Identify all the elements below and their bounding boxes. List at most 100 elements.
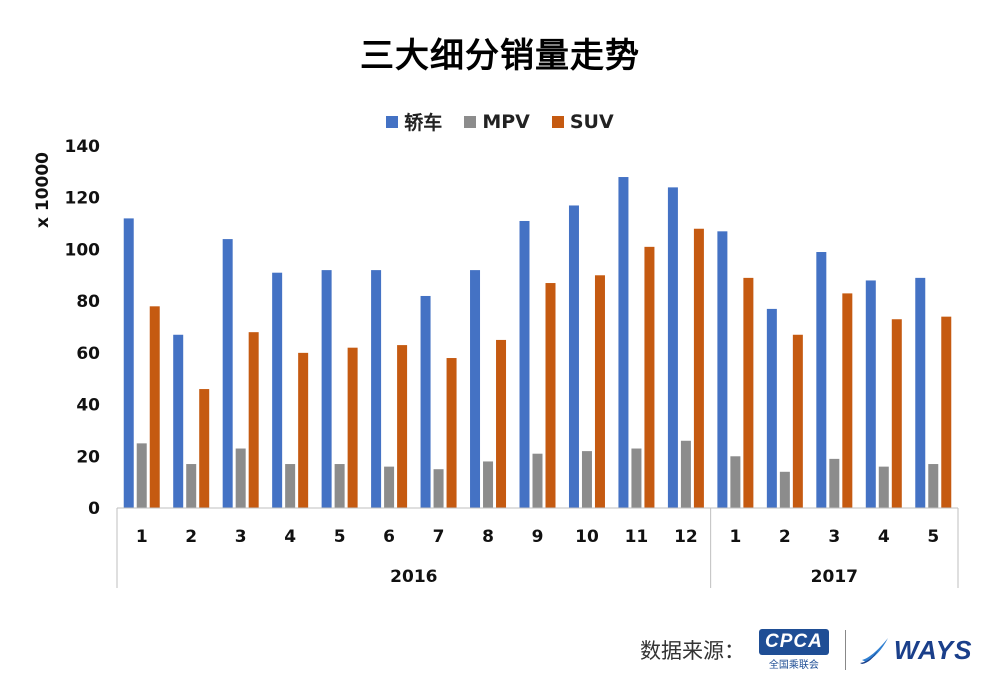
x-tick-label: 6 xyxy=(383,527,395,547)
bar-mpv xyxy=(433,469,444,508)
x-tick-label: 5 xyxy=(334,527,346,547)
bar-mpv xyxy=(136,443,147,508)
bar-sedan xyxy=(865,280,876,508)
x-tick-label: 2 xyxy=(779,527,791,547)
bar-mpv xyxy=(581,451,592,508)
bar-suv xyxy=(199,389,210,508)
x-tick-label: 1 xyxy=(136,527,148,547)
y-axis-label: x 10000 xyxy=(33,152,53,228)
cpca-logo-subtitle: 全国乘联会 xyxy=(768,660,819,671)
x-tick-label: 8 xyxy=(482,527,494,547)
bar-suv xyxy=(891,319,902,508)
bar-suv xyxy=(792,334,803,508)
y-tick-label: 80 xyxy=(76,292,100,312)
bar-mpv xyxy=(928,464,939,508)
bar-sedan xyxy=(420,295,431,508)
y-tick-label: 100 xyxy=(65,240,101,260)
y-tick-label: 40 xyxy=(76,396,100,416)
bar-sedan xyxy=(519,220,530,508)
y-tick-label: 60 xyxy=(76,344,100,364)
bar-mpv xyxy=(532,453,543,508)
source-label: 数据来源： xyxy=(640,639,745,663)
x-group-label: 2017 xyxy=(811,567,858,587)
cpca-logo-mark: CPCA xyxy=(759,629,829,655)
bar-sedan xyxy=(717,231,728,509)
chart-legend: 轿车 MPV SUV xyxy=(0,108,1000,135)
bar-suv xyxy=(594,275,605,508)
bar-sedan xyxy=(915,277,926,508)
x-tick-label: 10 xyxy=(575,527,599,547)
bar-sedan xyxy=(272,272,283,508)
legend-swatch-suv xyxy=(551,115,564,128)
bar-mpv xyxy=(730,456,741,508)
bar-suv xyxy=(693,228,704,508)
bar-mpv xyxy=(235,448,246,508)
bar-suv xyxy=(149,306,160,508)
legend-label-mpv: MPV xyxy=(482,110,530,133)
bar-suv xyxy=(248,332,259,508)
bar-mpv xyxy=(680,440,691,508)
legend-swatch-mpv xyxy=(464,115,477,128)
y-tick-label: 140 xyxy=(65,137,101,157)
bar-mpv xyxy=(334,464,345,508)
bar-mpv xyxy=(779,471,790,508)
x-tick-label: 4 xyxy=(878,527,890,547)
y-tick-label: 20 xyxy=(76,447,100,467)
bar-sedan xyxy=(470,270,481,508)
bar-sedan xyxy=(618,177,629,508)
bar-mpv xyxy=(384,466,395,508)
bar-sedan xyxy=(371,270,382,508)
bar-sedan xyxy=(816,252,827,508)
x-tick-label: 11 xyxy=(625,527,649,547)
legend-item-mpv: MPV xyxy=(464,108,530,135)
legend-item-sedan: 轿车 xyxy=(386,108,442,135)
bar-mpv xyxy=(285,464,296,508)
bar-sedan xyxy=(321,270,332,508)
chart-title: 三大细分销量走势 xyxy=(360,36,640,76)
bar-suv xyxy=(446,358,457,508)
x-tick-label: 2 xyxy=(185,527,197,547)
source-footer: 数据来源： CPCA 全国乘联会 WAYS xyxy=(640,628,972,672)
y-tick-label: 0 xyxy=(88,499,100,519)
bar-suv xyxy=(545,283,556,508)
bar-sedan xyxy=(173,334,184,508)
ways-logo: WAYS xyxy=(859,634,973,666)
legend-item-suv: SUV xyxy=(551,108,614,135)
legend-swatch-sedan xyxy=(386,115,399,128)
x-tick-label: 3 xyxy=(828,527,840,547)
bar-sedan xyxy=(667,187,678,508)
bar-mpv xyxy=(631,448,642,508)
bar-suv xyxy=(842,293,853,508)
bar-mpv xyxy=(483,461,494,508)
x-tick-label: 9 xyxy=(532,527,544,547)
bar-sedan xyxy=(222,239,233,509)
x-group-label: 2016 xyxy=(390,567,437,587)
y-tick-label: 120 xyxy=(65,189,101,209)
bar-suv xyxy=(644,246,655,509)
logo-divider xyxy=(844,630,846,670)
ways-logo-text: WAYS xyxy=(893,634,973,665)
bar-suv xyxy=(496,339,507,508)
bar-suv xyxy=(298,352,309,508)
bar-mpv xyxy=(878,466,889,508)
bar-suv xyxy=(941,316,952,508)
x-tick-label: 7 xyxy=(433,527,445,547)
bar-sedan xyxy=(568,205,579,508)
x-tick-label: 5 xyxy=(927,527,939,547)
x-tick-label: 4 xyxy=(284,527,296,547)
x-tick-label: 1 xyxy=(729,527,741,547)
bar-mpv xyxy=(186,464,197,508)
x-tick-label: 3 xyxy=(235,527,247,547)
bar-suv xyxy=(397,345,408,508)
bar-sedan xyxy=(123,218,134,508)
bar-mpv xyxy=(829,458,840,508)
legend-label-suv: SUV xyxy=(569,110,614,133)
x-tick-label: 12 xyxy=(674,527,698,547)
bar-suv xyxy=(743,277,754,508)
bar-sedan xyxy=(766,308,777,508)
legend-label-sedan: 轿车 xyxy=(404,112,443,134)
ways-swoosh-icon xyxy=(859,638,888,664)
cpca-logo: CPCA 全国乘联会 xyxy=(759,629,829,671)
bar-suv xyxy=(347,347,358,508)
